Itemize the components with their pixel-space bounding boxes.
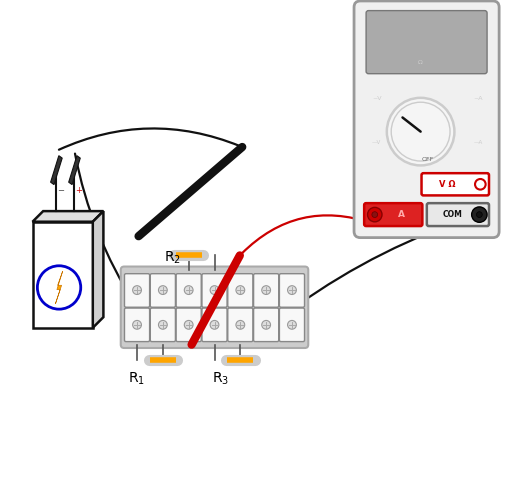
Circle shape bbox=[184, 286, 193, 295]
FancyBboxPatch shape bbox=[279, 308, 304, 342]
Text: $\mathrm{R_3}$: $\mathrm{R_3}$ bbox=[212, 370, 229, 387]
Circle shape bbox=[158, 321, 167, 329]
Circle shape bbox=[368, 207, 382, 222]
FancyBboxPatch shape bbox=[176, 274, 201, 307]
Text: ~A: ~A bbox=[474, 96, 483, 101]
FancyBboxPatch shape bbox=[254, 308, 279, 342]
Polygon shape bbox=[93, 211, 104, 328]
Circle shape bbox=[133, 321, 141, 329]
Circle shape bbox=[391, 102, 450, 161]
FancyBboxPatch shape bbox=[124, 308, 150, 342]
Text: $\mathrm{R_1}$: $\mathrm{R_1}$ bbox=[128, 370, 145, 387]
Text: +: + bbox=[75, 187, 82, 195]
Circle shape bbox=[184, 321, 193, 329]
Circle shape bbox=[210, 286, 219, 295]
FancyBboxPatch shape bbox=[150, 308, 175, 342]
Circle shape bbox=[387, 98, 454, 165]
Text: OFF: OFF bbox=[422, 157, 434, 162]
Text: Ω: Ω bbox=[418, 60, 423, 66]
FancyBboxPatch shape bbox=[150, 274, 175, 307]
Text: A: A bbox=[398, 210, 405, 219]
FancyBboxPatch shape bbox=[202, 274, 227, 307]
Circle shape bbox=[158, 286, 167, 295]
Circle shape bbox=[133, 286, 141, 295]
FancyBboxPatch shape bbox=[427, 203, 489, 226]
Text: $\mathrm{R_2}$: $\mathrm{R_2}$ bbox=[164, 250, 181, 266]
FancyBboxPatch shape bbox=[228, 308, 253, 342]
Bar bbox=[32, 222, 93, 328]
FancyBboxPatch shape bbox=[254, 274, 279, 307]
FancyBboxPatch shape bbox=[279, 274, 304, 307]
Circle shape bbox=[236, 321, 245, 329]
Circle shape bbox=[372, 212, 378, 217]
FancyBboxPatch shape bbox=[228, 274, 253, 307]
FancyBboxPatch shape bbox=[124, 274, 150, 307]
Circle shape bbox=[288, 321, 297, 329]
Text: —A: —A bbox=[474, 140, 483, 145]
Text: V Ω: V Ω bbox=[439, 180, 456, 189]
Text: ~V: ~V bbox=[372, 96, 381, 101]
Circle shape bbox=[210, 321, 219, 329]
Polygon shape bbox=[51, 156, 62, 185]
FancyBboxPatch shape bbox=[202, 308, 227, 342]
FancyBboxPatch shape bbox=[422, 173, 489, 195]
FancyBboxPatch shape bbox=[364, 203, 423, 226]
FancyBboxPatch shape bbox=[354, 1, 499, 238]
Circle shape bbox=[288, 286, 297, 295]
Circle shape bbox=[262, 286, 270, 295]
FancyBboxPatch shape bbox=[366, 11, 487, 74]
Polygon shape bbox=[32, 211, 104, 222]
Polygon shape bbox=[55, 271, 63, 304]
Circle shape bbox=[236, 286, 245, 295]
Circle shape bbox=[476, 212, 482, 217]
Circle shape bbox=[475, 179, 486, 189]
Circle shape bbox=[472, 207, 487, 222]
Circle shape bbox=[37, 266, 81, 309]
Text: COM: COM bbox=[442, 210, 462, 219]
FancyBboxPatch shape bbox=[176, 308, 201, 342]
Circle shape bbox=[262, 321, 270, 329]
Text: −: − bbox=[57, 187, 64, 195]
Polygon shape bbox=[69, 156, 80, 185]
Text: —V: —V bbox=[372, 140, 381, 145]
FancyBboxPatch shape bbox=[121, 267, 308, 348]
